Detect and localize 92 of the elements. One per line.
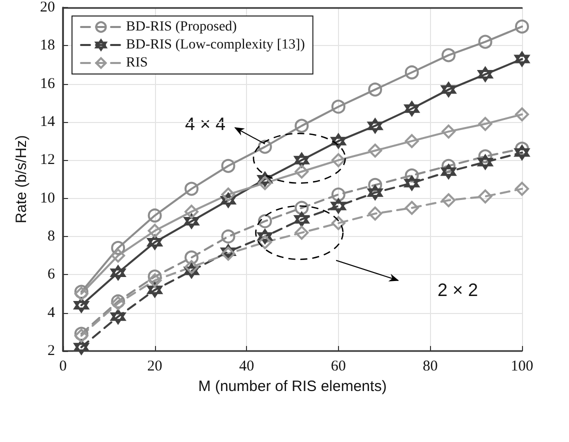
point [221, 230, 236, 244]
x-tick-label: 40 [239, 358, 254, 374]
y-tick-label: 12 [40, 152, 55, 168]
y-tick-label: 6 [48, 266, 56, 283]
point [294, 152, 310, 168]
point [331, 153, 346, 168]
point [148, 273, 162, 288]
point [478, 66, 493, 82]
point [478, 116, 492, 131]
point [148, 224, 162, 238]
point [330, 198, 346, 214]
point [258, 140, 272, 154]
point [147, 234, 162, 250]
y-tick-label: 8 [48, 228, 55, 244]
x-tick-label: 60 [330, 358, 346, 374]
point [184, 214, 200, 229]
point [148, 270, 162, 284]
annotation: 2 × 2 [437, 280, 478, 300]
point [257, 229, 272, 244]
point [442, 193, 456, 208]
point [368, 178, 382, 192]
point [368, 185, 383, 200]
point [515, 142, 529, 156]
point [74, 340, 89, 355]
point [514, 52, 530, 67]
point [331, 100, 346, 114]
point [404, 134, 419, 148]
y-tick-label: 20 [40, 0, 55, 16]
point [184, 204, 199, 219]
point [515, 107, 529, 122]
point [441, 82, 456, 98]
point [330, 134, 346, 149]
x-tick-label: 0 [59, 358, 67, 374]
x-axis-title: M (number of RIS elements) [198, 378, 387, 395]
point [294, 118, 309, 133]
point [515, 182, 529, 196]
y-tick-label: 16 [40, 76, 56, 92]
point [258, 214, 272, 228]
x-tick-label: 80 [422, 358, 438, 374]
y-tick-label: 18 [40, 38, 55, 54]
x-tick-label: 20 [147, 358, 162, 374]
point [221, 158, 236, 173]
point [442, 158, 456, 173]
point [368, 82, 382, 97]
point [74, 298, 89, 313]
point [184, 263, 200, 278]
y-tick-label: 10 [40, 190, 55, 206]
point [184, 250, 199, 264]
legend-label: BD-RIS (Proposed) [126, 20, 238, 34]
y-axis-title: Rate (b/s/Hz) [13, 135, 30, 224]
point [294, 164, 309, 179]
point [110, 309, 126, 324]
point [111, 248, 126, 263]
point [404, 200, 419, 215]
point [478, 154, 493, 170]
point [148, 208, 162, 223]
point [404, 176, 420, 191]
point [331, 216, 346, 230]
point [111, 240, 126, 255]
point [257, 172, 272, 187]
point [368, 118, 383, 134]
y-tick-label: 2 [48, 343, 55, 359]
point [147, 282, 162, 298]
point [184, 260, 199, 274]
point [368, 206, 382, 221]
point [258, 235, 272, 250]
point [294, 200, 309, 215]
point [478, 149, 492, 164]
point [294, 226, 309, 240]
point [478, 34, 492, 49]
point [404, 101, 420, 116]
y-tick-label: 14 [40, 114, 56, 130]
point [515, 20, 529, 34]
point [220, 192, 236, 208]
point [331, 188, 346, 202]
point [368, 144, 382, 158]
point [442, 124, 456, 139]
legend-label: RIS [126, 56, 148, 70]
point [221, 188, 236, 202]
point [110, 265, 126, 280]
y-tick-label: 4 [48, 304, 56, 321]
point [294, 212, 310, 227]
point [404, 65, 419, 80]
point [404, 168, 419, 182]
point [478, 189, 492, 204]
point [184, 182, 199, 196]
point [514, 145, 530, 160]
legend-label: BD-RIS (Low-complexity [13]) [126, 38, 306, 52]
x-tick-label: 100 [510, 358, 534, 374]
point [258, 176, 272, 190]
point [441, 164, 456, 180]
point [442, 48, 456, 62]
